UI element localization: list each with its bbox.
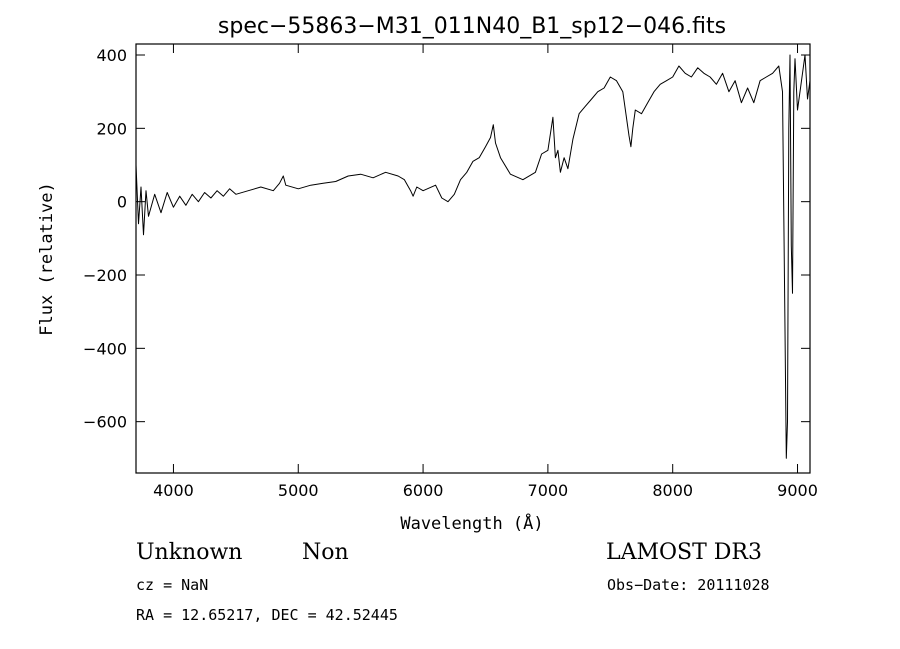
y-tick-label: 0 [117, 193, 127, 212]
x-axis: 4000 5000 6000 7000 8000 9000 [153, 44, 818, 500]
y-tick-label: 400 [96, 46, 127, 65]
series-group [135, 54, 811, 459]
survey-name: LAMOST DR3 [606, 540, 762, 565]
y-axis-label: Flux (relative) [37, 182, 57, 336]
obs-date: Obs−Date: 20111028 [607, 576, 770, 594]
redshift-text: cz = NaN [136, 576, 208, 594]
x-tick-label: 4000 [153, 481, 194, 500]
x-tick-label: 5000 [278, 481, 319, 500]
coordinates: RA = 12.65217, DEC = 42.52445 [136, 606, 398, 624]
y-tick-label: −400 [83, 339, 127, 358]
object-class: Unknown [136, 540, 242, 565]
y-tick-label: −600 [83, 413, 127, 432]
spectrum-line [135, 54, 811, 459]
y-tick-label: 200 [96, 119, 127, 138]
y-tick-label: −200 [83, 266, 127, 285]
x-axis-label: Wavelength (Å) [400, 512, 543, 534]
chart-title: spec−55863−M31_011N40_B1_sp12−046.fits [218, 14, 726, 39]
x-tick-label: 7000 [528, 481, 569, 500]
x-tick-label: 8000 [652, 481, 693, 500]
x-tick-label: 9000 [777, 481, 818, 500]
y-axis: 400 200 0 −200 −400 −600 [83, 46, 810, 432]
plot-frame [135, 43, 811, 474]
object-subclass: Non [302, 540, 349, 565]
x-tick-label: 6000 [403, 481, 444, 500]
